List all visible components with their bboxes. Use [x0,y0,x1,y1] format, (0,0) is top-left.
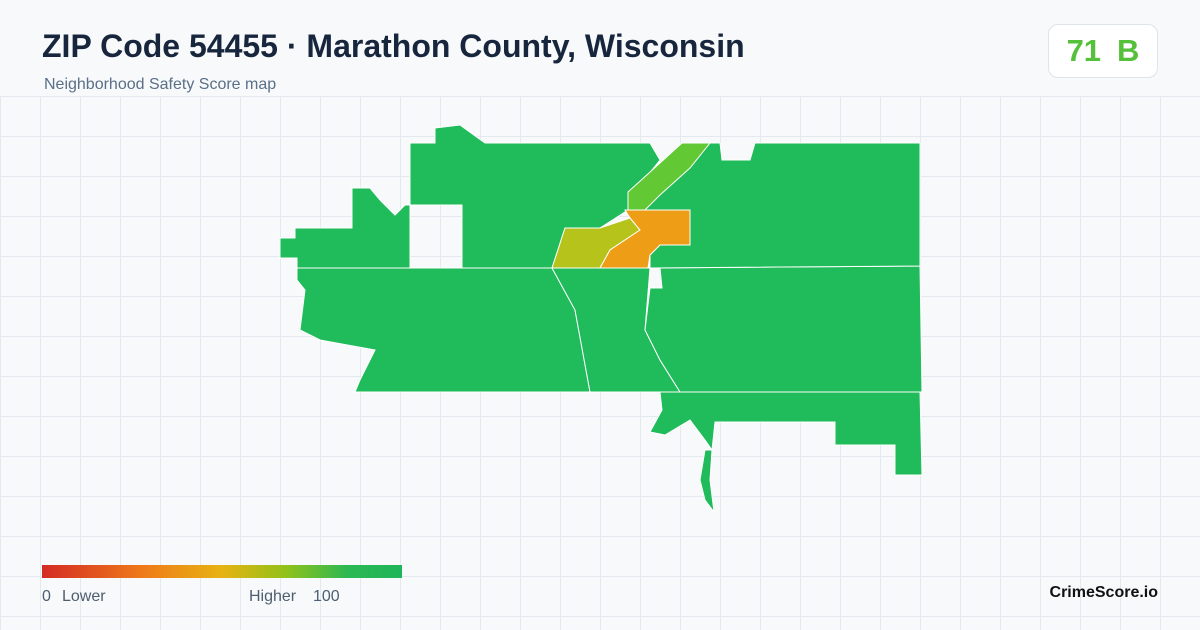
legend-high-label: Higher [249,588,297,605]
region [649,391,923,476]
legend-min: 0 [42,588,51,605]
region [296,267,591,393]
score-badge: 71 B [1048,24,1158,78]
grade: B [1117,33,1140,68]
region [644,265,923,393]
legend-low-label: Lower [62,588,106,605]
title: ZIP Code 54455 · Marathon County, Wiscon… [42,28,745,64]
legend-max: 100 [313,588,340,605]
region [599,209,691,269]
region [279,124,661,269]
legend-gradient [42,565,402,578]
score: 71 [1066,33,1102,68]
region [699,449,715,514]
brand: CrimeScore.io [1049,584,1158,601]
subtitle: Neighborhood Safety Score map [44,76,277,93]
